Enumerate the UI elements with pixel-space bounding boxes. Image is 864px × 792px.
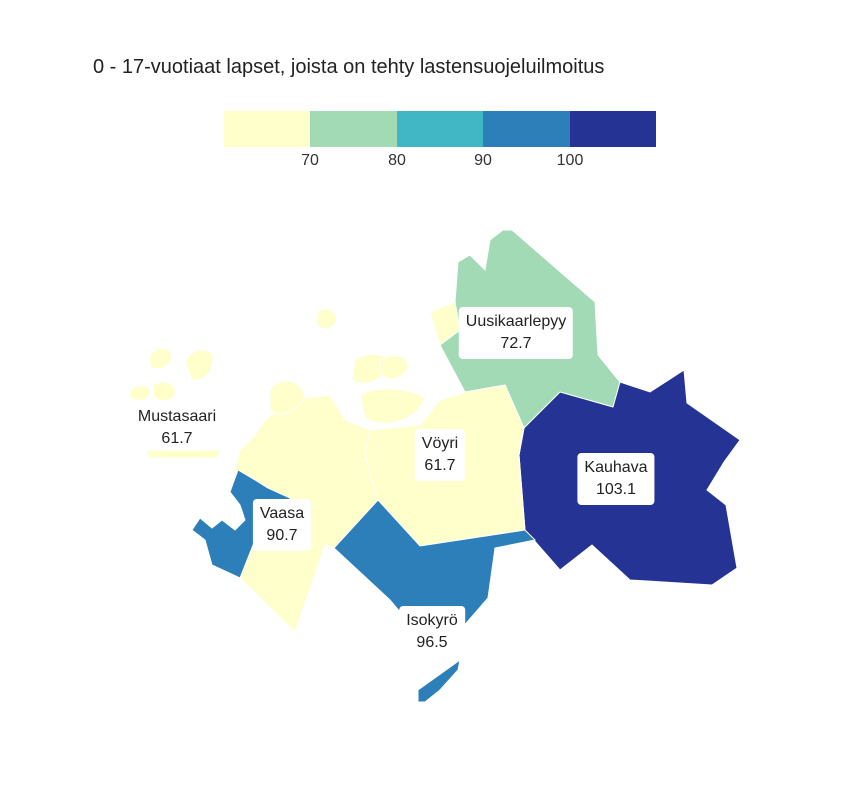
region-vaasa[interactable] [191,469,301,579]
legend-tick: 90 [474,152,492,169]
legend-tick: 70 [301,152,319,169]
label-kauhava: Kauhava 103.1 [577,453,655,505]
legend-swatch [224,111,311,147]
region-isokyro[interactable] [333,499,537,703]
label-uusikaarlepyy: Uusikaarlepyy 72.7 [458,307,574,359]
legend-swatch [310,111,397,147]
legend-swatch [483,111,570,147]
map-title: 0 - 17-vuotiaat lapset, joista on tehty … [93,56,605,78]
label-isokyro: Isokyrö 96.5 [399,606,465,658]
legend-tick: 80 [388,152,406,169]
legend-tick: 100 [556,152,584,169]
legend-swatch [396,111,484,147]
label-vaasa: Vaasa 90.7 [252,499,312,551]
label-voyri: Vöyri 61.7 [414,429,466,481]
legend-ticks: 70 80 90 100 [224,152,656,172]
color-legend [224,111,657,147]
label-mustasaari: Mustasaari 61.7 [137,408,217,447]
legend-swatch [569,111,657,147]
